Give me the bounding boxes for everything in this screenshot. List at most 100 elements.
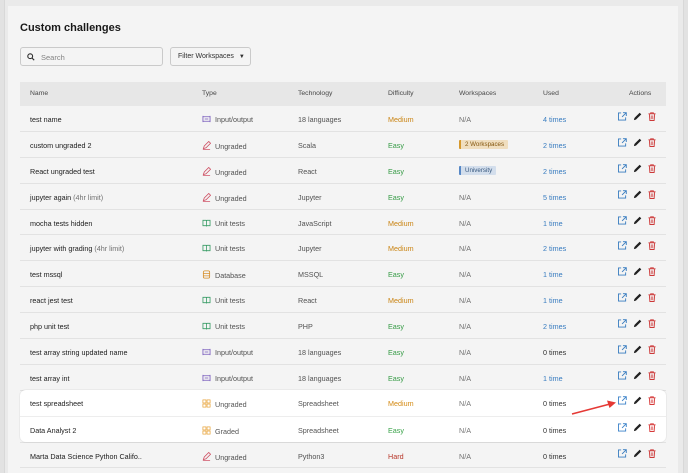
search-box[interactable] — [20, 47, 163, 66]
challenge-technology: MSSQL — [298, 270, 324, 280]
open-external-icon[interactable] — [618, 293, 627, 302]
column-header-name[interactable]: Name — [30, 90, 49, 97]
open-external-icon[interactable] — [618, 164, 627, 173]
delete-trash-icon[interactable] — [648, 138, 656, 147]
workspace-tag[interactable]: University — [459, 165, 497, 175]
table-row[interactable]: Data Analyst 2 Graded Spreadsheet Easy N/A 0 … — [20, 415, 666, 442]
delete-trash-icon[interactable] — [648, 189, 656, 199]
challenge-used-count[interactable]: 2 times — [543, 140, 567, 150]
challenge-used-count: 0 times — [543, 425, 567, 435]
edit-pencil-icon[interactable] — [633, 112, 642, 121]
delete-trash-icon[interactable] — [648, 267, 656, 277]
search-input[interactable] — [41, 50, 159, 64]
table-row[interactable]: test array int Input/output 18 languages Ea… — [20, 365, 666, 391]
challenge-type-label: Graded — [215, 426, 239, 436]
edit-pencil-icon[interactable] — [633, 241, 642, 250]
table-row[interactable]: mocha tests hidden Unit tests JavaScript Me… — [20, 210, 666, 236]
challenge-used-count[interactable]: 2 times — [543, 322, 567, 332]
challenge-used-count[interactable]: 2 times — [543, 244, 567, 254]
table-row[interactable]: test name Input/output 18 languages Medium N… — [20, 106, 666, 132]
column-header-workspaces[interactable]: Workspaces — [459, 90, 497, 97]
table-row[interactable]: react jest test Unit tests React Medium N/A 1… — [20, 287, 666, 314]
challenge-used-count[interactable]: 1 time — [543, 218, 563, 228]
table-row[interactable]: jupyter again (4hr limit) Ungraded Jupyter… — [20, 184, 666, 210]
open-external-icon[interactable] — [618, 371, 627, 380]
open-external-icon[interactable] — [618, 215, 627, 225]
column-header-type[interactable]: Type — [202, 90, 217, 97]
open-external-icon[interactable] — [618, 423, 627, 432]
challenge-difficulty: Medium — [388, 218, 414, 228]
challenge-technology: 18 languages — [298, 348, 342, 358]
edit-pencil-icon[interactable] — [633, 138, 642, 147]
challenge-technology: 18 languages — [298, 115, 342, 124]
delete-trash-icon[interactable] — [648, 293, 656, 303]
delete-trash-icon[interactable] — [648, 164, 656, 173]
open-external-icon[interactable] — [618, 396, 627, 405]
pencil-icon — [202, 140, 212, 150]
challenge-type: Input/output — [202, 348, 253, 357]
delete-trash-icon[interactable] — [648, 345, 656, 354]
edit-pencil-icon[interactable] — [633, 396, 642, 405]
edit-pencil-icon[interactable] — [633, 164, 642, 173]
edit-pencil-icon[interactable] — [633, 293, 642, 302]
challenge-used-count[interactable]: 1 time — [543, 296, 563, 306]
workspaces-value: N/A — [459, 270, 471, 280]
workspaces-value: N/A — [459, 244, 471, 254]
delete-trash-icon[interactable] — [648, 241, 656, 251]
row-actions — [618, 267, 656, 277]
table-row[interactable]: custom ungraded 2 Ungraded Scala Easy 2 Work… — [20, 132, 666, 158]
delete-trash-icon[interactable] — [648, 423, 656, 432]
challenge-workspaces: N/A — [459, 374, 471, 383]
table-row[interactable]: React ungraded test Ungraded React Easy Univ… — [20, 158, 666, 184]
table-row[interactable]: test spreadsheet Ungraded Spreadsheet Mediu… — [20, 390, 666, 416]
challenge-used-count[interactable]: 2 times — [543, 166, 567, 176]
edit-pencil-icon[interactable] — [633, 371, 642, 380]
table-row[interactable]: test mssql Database MSSQL Easy N/A 1 time — [20, 261, 666, 288]
table-row[interactable]: php unit test Unit tests PHP Easy N/A 2 times — [20, 313, 666, 340]
open-external-icon[interactable] — [618, 189, 627, 199]
challenge-used-count[interactable]: 1 time — [543, 270, 563, 280]
edit-pencil-icon[interactable] — [633, 190, 642, 199]
table-row[interactable]: test array string updated name Input/outp… — [20, 339, 666, 365]
edit-pencil-icon[interactable] — [633, 423, 642, 432]
open-external-icon[interactable] — [618, 241, 627, 251]
challenge-workspaces: N/A — [459, 219, 471, 228]
open-external-icon[interactable] — [618, 345, 627, 354]
table-row[interactable]: jupyter with grading (4hr limit) Unit tes… — [20, 235, 666, 262]
challenge-type: Graded — [202, 426, 239, 436]
book-icon — [202, 244, 211, 253]
delete-trash-icon[interactable] — [648, 371, 656, 380]
challenge-type-label: Ungraded — [215, 452, 247, 462]
open-external-icon[interactable] — [618, 319, 627, 328]
column-header-used[interactable]: Used — [543, 90, 559, 97]
open-external-icon[interactable] — [618, 448, 627, 458]
edit-pencil-icon[interactable] — [633, 267, 642, 276]
challenge-name: custom ungraded 2 — [30, 141, 92, 150]
delete-trash-icon[interactable] — [648, 396, 656, 405]
open-external-icon[interactable] — [618, 267, 627, 276]
open-external-icon[interactable] — [618, 138, 627, 147]
challenge-used-count[interactable]: 1 time — [543, 373, 563, 383]
delete-trash-icon[interactable] — [648, 112, 656, 121]
filter-workspaces-button[interactable]: Filter Workspaces ▼ — [170, 47, 251, 66]
book-icon — [202, 322, 211, 330]
edit-pencil-icon[interactable] — [633, 319, 642, 328]
edit-pencil-icon[interactable] — [633, 216, 642, 225]
challenge-difficulty: Medium — [388, 115, 414, 124]
delete-trash-icon[interactable] — [648, 448, 656, 458]
edit-pencil-icon[interactable] — [633, 345, 642, 354]
delete-trash-icon[interactable] — [648, 215, 656, 225]
column-header-technology[interactable]: Technology — [298, 90, 333, 97]
table-row[interactable]: Marta Data Science Python Califo.. Ungrad… — [20, 443, 666, 469]
challenge-technology: React — [298, 166, 317, 176]
workspace-tag[interactable]: 2 Workspaces — [459, 139, 509, 149]
edit-pencil-icon[interactable] — [633, 449, 642, 458]
open-external-icon[interactable] — [618, 112, 627, 121]
challenge-difficulty: Easy — [388, 348, 404, 358]
challenge-used-count[interactable]: 5 times — [543, 192, 567, 202]
row-actions — [618, 138, 656, 147]
challenge-used-count[interactable]: 4 times — [543, 115, 567, 124]
challenge-name-text: php unit test — [30, 322, 70, 332]
delete-trash-icon[interactable] — [648, 319, 656, 329]
column-header-difficulty[interactable]: Difficulty — [388, 90, 414, 97]
